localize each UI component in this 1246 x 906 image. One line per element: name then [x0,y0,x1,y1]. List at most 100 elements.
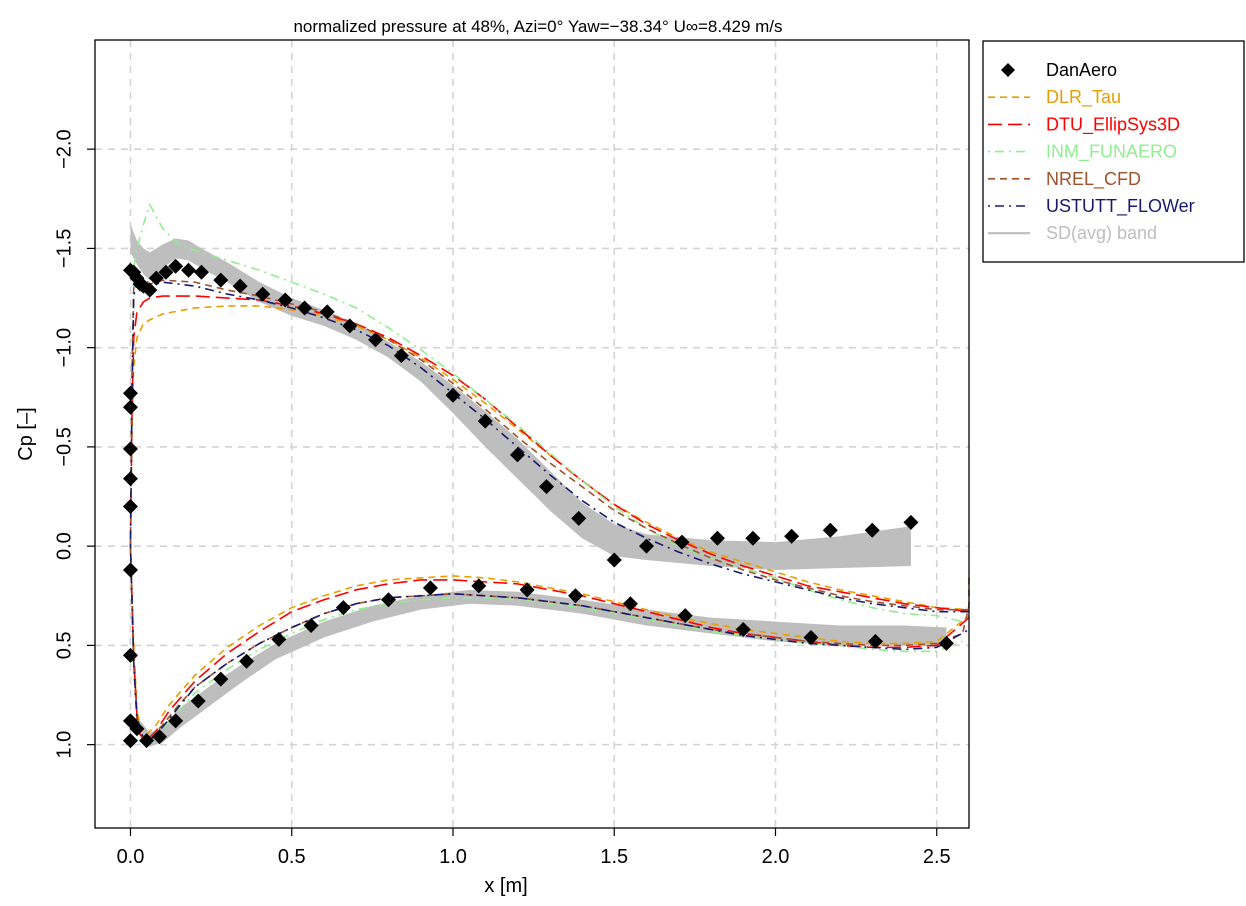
danaero-point [903,514,919,530]
legend-entry-danaero: DanAero [1001,60,1117,80]
legend-label: NREL_CFD [1046,169,1141,190]
danaero-point [709,530,725,546]
danaero-point [342,318,358,334]
danaero-point [539,479,555,495]
legend-entry-dtu-ellipsys3d: DTU_EllipSys3D [988,114,1180,135]
x-axis-label: x [m] [484,875,527,897]
danaero-point [938,635,954,651]
x-tick-label: 0.5 [278,846,306,868]
danaero-point [568,588,584,604]
series-line-dlr-tau [129,305,970,611]
danaero-point [139,733,155,749]
legend-box [982,40,1245,263]
danaero-point [864,522,880,538]
danaero-point [148,270,164,286]
danaero-point [122,733,138,749]
danaero-point [822,522,838,538]
danaero-point [297,300,313,316]
plot-frame [94,39,970,829]
danaero-point [393,348,409,364]
danaero-point [471,578,487,594]
danaero-point [867,633,883,649]
y-tick-label: −2.0 [53,129,75,168]
y-tick-label: 1.0 [53,731,75,759]
danaero-point [803,629,819,645]
danaero-point [422,580,438,596]
legend-entry-inm-funaero: INM_FUNAERO [988,142,1177,163]
danaero-point [674,534,690,550]
legend-label: DTU_EllipSys3D [1046,114,1180,135]
danaero-point [129,721,145,737]
danaero-point [606,552,622,568]
danaero-point [571,510,587,526]
danaero-point [271,631,287,647]
danaero-point [445,387,461,403]
danaero-point [477,413,493,429]
danaero-point [181,262,197,278]
legend-label: USTUTT_FLOWer [1046,196,1195,217]
danaero-point [784,528,800,544]
chart-title: normalized pressure at 48%, Azi=0° Yaw=−… [293,17,782,36]
series-line-nrel-cfd-lower [129,546,970,742]
series-line-dlr-tau-lower [129,546,970,736]
legend: DanAero DLR_Tau DTU_EllipSys3D INM_FUNAERO N… [982,40,1245,263]
legend-marker [1001,63,1015,77]
x-tick-label: 1.0 [439,846,467,868]
danaero-point [193,264,209,280]
grid [95,40,969,828]
danaero-point [277,292,293,308]
y-tick-label: −0.5 [53,427,75,466]
x-tick-label: 2.0 [762,846,790,868]
legend-label: DanAero [1046,60,1117,80]
danaero-point [239,653,255,669]
series-line-ustutt-flower-lower [129,546,970,742]
danaero-point [622,596,638,612]
danaero-point [122,471,138,487]
legend-label: INM_FUNAERO [1046,142,1177,163]
series-line-dtu-ellipsys3d [129,295,970,613]
danaero-point [122,647,138,663]
y-tick-label: 0.0 [53,532,75,560]
y-tick-label: −1.0 [53,328,75,367]
danaero-point [213,671,229,687]
danaero-point [168,713,184,729]
y-tick-label: 0.5 [53,631,75,659]
legend-entry-sd-avg-band: SD(avg) band [988,223,1157,243]
danaero-point [519,582,535,598]
y-axis-ticks: −2.0 −1.5 −1.0 −0.5 0.0 0.5 1.0 [53,129,95,759]
legend-label: SD(avg) band [1046,223,1157,243]
legend-entry-nrel-cfd: NREL_CFD [988,169,1141,190]
danaero-points-layer [122,258,954,749]
danaero-point [380,592,396,608]
danaero-point [677,608,693,624]
danaero-point [319,304,335,320]
legend-entry-dlr-tau: DLR_Tau [988,87,1121,108]
danaero-point [122,498,138,514]
danaero-point [122,385,138,401]
danaero-point [152,729,168,745]
danaero-point [335,600,351,616]
x-axis-ticks: 0.0 0.5 1.0 1.5 2.0 2.5 [117,828,951,868]
y-tick-label: −1.5 [53,229,75,268]
x-tick-label: 2.5 [923,846,951,868]
danaero-point [735,622,751,638]
danaero-point [190,693,206,709]
legend-entry-ustutt-flower: USTUTT_FLOWer [988,196,1195,217]
danaero-point [122,399,138,415]
danaero-point [213,272,229,288]
legend-label: DLR_Tau [1046,87,1121,108]
x-tick-label: 1.5 [600,846,628,868]
danaero-point [168,258,184,274]
danaero-point [158,264,174,280]
danaero-point [745,530,761,546]
danaero-point [638,538,654,554]
danaero-point [509,447,525,463]
danaero-point [368,332,384,348]
danaero-point [303,618,319,634]
danaero-point [142,282,158,298]
danaero-point [232,278,248,294]
danaero-point [122,441,138,457]
danaero-point [122,562,138,578]
series-line-nrel-cfd [129,270,969,611]
